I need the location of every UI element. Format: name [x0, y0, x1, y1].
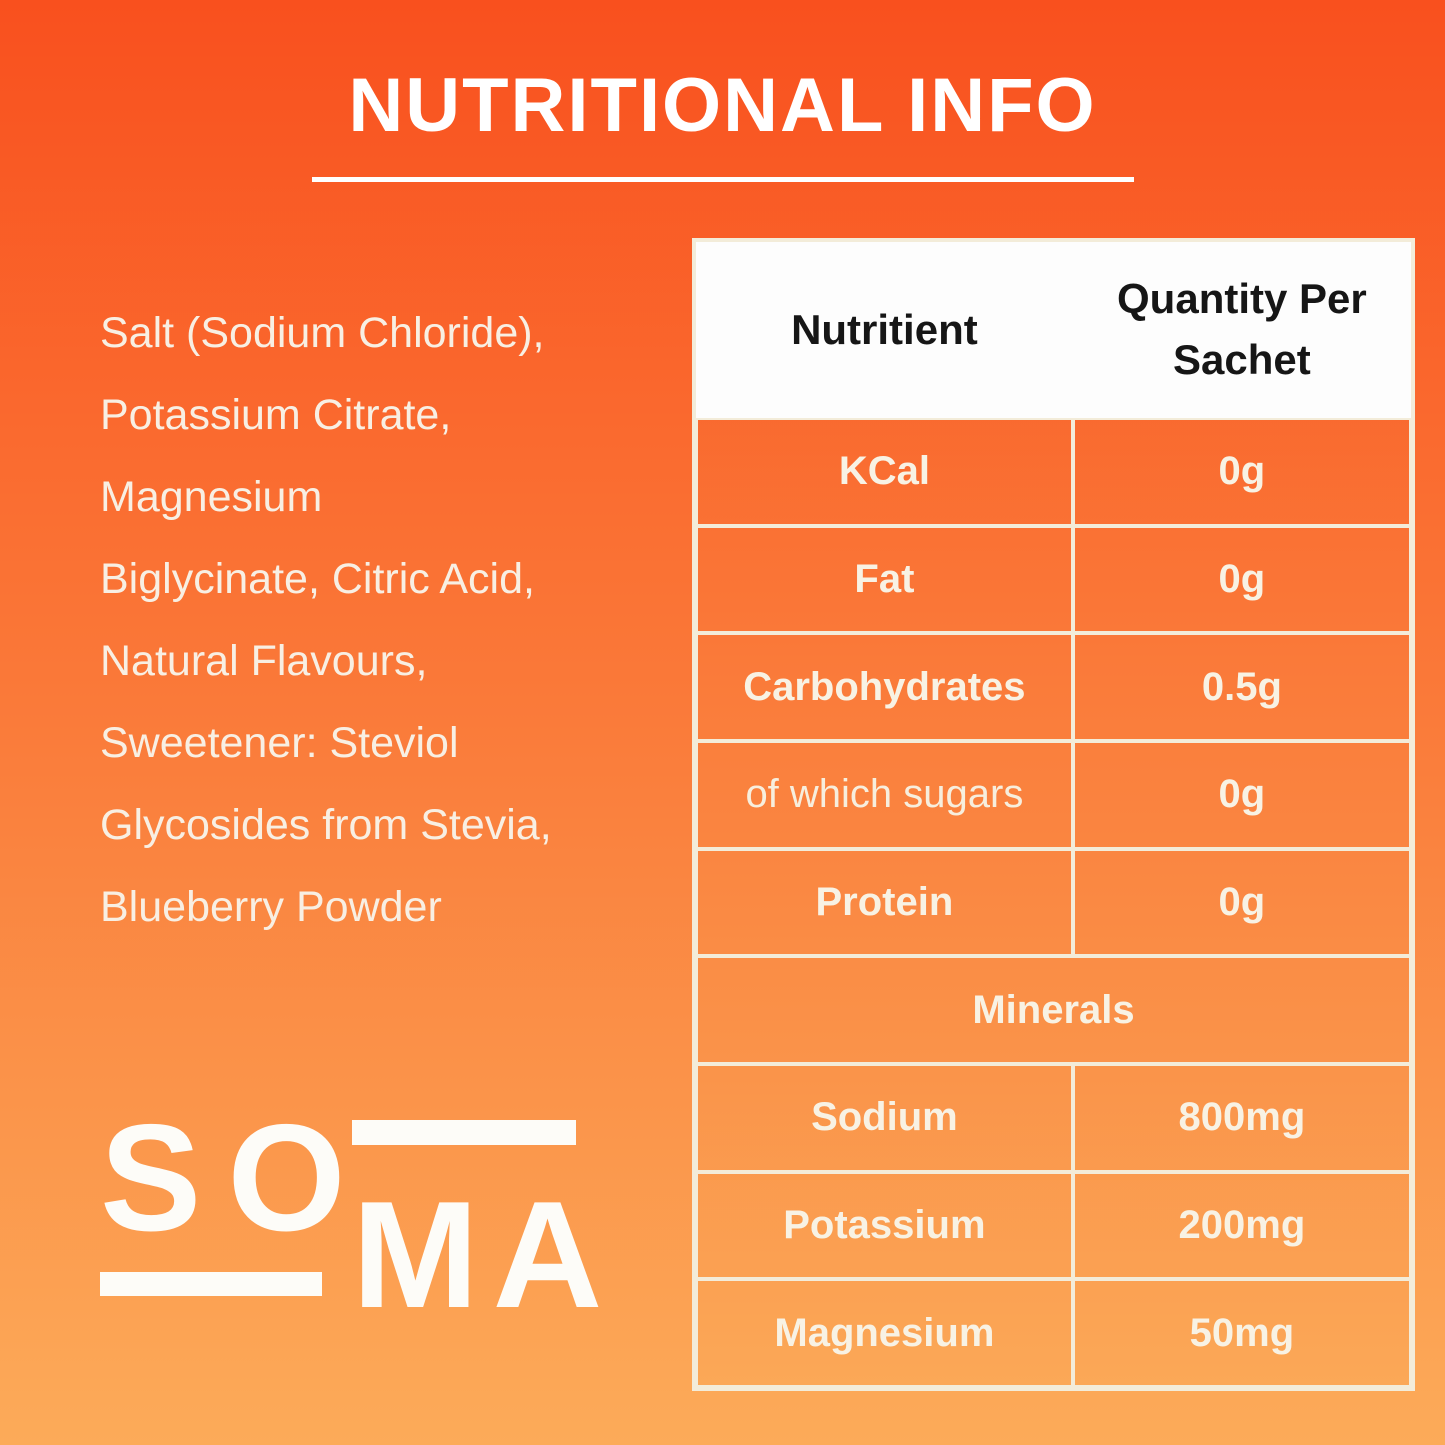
title-underline	[312, 177, 1134, 182]
row-value-kcal: 0g	[1072, 418, 1411, 526]
row-value-magnesium: 50mg	[1072, 1279, 1411, 1387]
row-label-potassium: Potassium	[696, 1171, 1073, 1280]
logo-letters-ma: MA	[352, 1170, 600, 1322]
table-header-quantity: Quantity Per Sachet	[1073, 242, 1411, 418]
table-header-nutrient: Nutritient	[791, 305, 978, 353]
row-value-fat: 0g	[1072, 525, 1411, 634]
row-label-magnesium: Magnesium	[696, 1279, 1073, 1387]
table-body: KCal 0g Fat 0g Carbohydrates 0.5g of which sug…	[696, 418, 1411, 1387]
row-value-potassium: 200mg	[1072, 1171, 1411, 1280]
row-value-of-which-sugars: 0g	[1072, 740, 1411, 849]
row-label-of-which-sugars: of which sugars	[696, 740, 1073, 849]
page-title: NUTRITIONAL INFO	[348, 63, 1097, 148]
soma-logo: SO MA	[100, 1112, 600, 1322]
logo-letters-so: SO	[100, 1112, 372, 1263]
table-header-row: Nutritient Quantity Per Sachet	[696, 242, 1411, 418]
row-label-sodium: Sodium	[696, 1063, 1073, 1172]
row-value-carbohydrates: 0.5g	[1072, 633, 1411, 741]
row-label-carbohydrates: Carbohydrates	[696, 633, 1073, 741]
row-label-fat: Fat	[696, 525, 1073, 634]
logo-bar-top	[352, 1120, 576, 1145]
logo-bar-bottom	[100, 1272, 322, 1296]
row-label-protein: Protein	[696, 848, 1073, 957]
row-value-sodium: 800mg	[1072, 1063, 1411, 1172]
table-header-quantity-label: Quantity Per Sachet	[1117, 275, 1367, 383]
table-section-minerals: Minerals	[696, 956, 1411, 1064]
row-label-kcal: KCal	[696, 418, 1073, 526]
nutrition-table: Nutritient Quantity Per Sachet KCal 0g Fat…	[692, 238, 1415, 1391]
ingredients-text: Salt (Sodium Chloride), Potassium Citrat…	[100, 309, 552, 931]
row-value-protein: 0g	[1072, 848, 1411, 957]
